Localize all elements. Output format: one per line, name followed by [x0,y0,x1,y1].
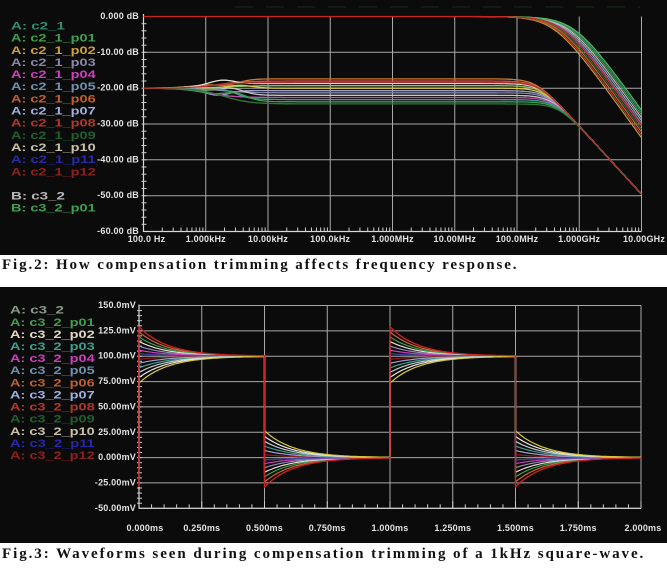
svg-text:1.000MHz: 1.000MHz [371,234,414,244]
svg-text:A: c3_2_p08: A: c3_2_p08 [10,402,95,414]
svg-text:2.000ms: 2.000ms [625,523,662,533]
svg-text:100.0mV: 100.0mV [98,351,136,361]
svg-text:0.500ms: 0.500ms [246,523,283,533]
svg-text:10.00kHz: 10.00kHz [248,234,288,244]
svg-text:A: c3_2_p01: A: c3_2_p01 [10,317,95,329]
svg-text:10.00MHz: 10.00MHz [433,234,476,244]
svg-text:A: c3_2_p04: A: c3_2_p04 [10,353,96,365]
svg-text:A: c3_2_p03: A: c3_2_p03 [10,341,95,353]
svg-text:1.000GHz: 1.000GHz [558,234,600,244]
svg-text:1.000ms: 1.000ms [372,523,409,533]
svg-text:1.250ms: 1.250ms [434,523,471,533]
svg-text:-30.00 dB: -30.00 dB [97,119,139,129]
svg-text:A: c3_2_p06: A: c3_2_p06 [10,377,95,389]
svg-text:150.0mV: 150.0mV [98,300,136,310]
svg-text:A: c3_2: A: c3_2 [10,305,64,317]
svg-text:0.000ms: 0.000ms [127,523,164,533]
svg-text:-40.00 dB: -40.00 dB [97,154,139,164]
svg-text:A: c3_2_p12: A: c3_2_p12 [10,450,95,462]
svg-text:A: c2_1_p11: A: c2_1_p11 [11,154,96,166]
svg-text:50.00mV: 50.00mV [98,401,136,411]
svg-text:B: c3_2_p01: B: c3_2_p01 [11,203,96,215]
svg-text:0.000mV: 0.000mV [98,452,136,462]
svg-text:A: c3_2_p10: A: c3_2_p10 [10,426,95,438]
svg-text:100.0kHz: 100.0kHz [310,234,350,244]
svg-text:A: c3_2_p07: A: c3_2_p07 [10,390,95,402]
svg-text:A: c2_1_p12: A: c2_1_p12 [11,166,96,178]
svg-text:A: c3_2_p02: A: c3_2_p02 [10,329,95,341]
svg-text:A: c2_1_p10: A: c2_1_p10 [11,142,96,154]
svg-text:125.0mV: 125.0mV [98,325,136,335]
svg-text:A: c2_1_p06: A: c2_1_p06 [11,93,96,105]
svg-text:-20.00 dB: -20.00 dB [97,83,139,93]
svg-text:-50.00 dB: -50.00 dB [97,190,139,200]
svg-text:0.750ms: 0.750ms [309,523,346,533]
svg-text:A: c2_1_p04: A: c2_1_p04 [11,69,97,81]
svg-text:100.0 Hz: 100.0 Hz [128,234,166,244]
svg-text:1.000kHz: 1.000kHz [186,234,226,244]
svg-text:A: c2_1_p03: A: c2_1_p03 [11,57,96,69]
svg-text:-60.00 dB: -60.00 dB [97,226,139,236]
svg-text:A: c2_1_p07: A: c2_1_p07 [11,106,96,118]
svg-text:0.000 dB: 0.000 dB [100,11,139,21]
svg-text:25.00mV: 25.00mV [98,427,136,437]
svg-text:A: c3_2_p09: A: c3_2_p09 [10,414,95,426]
svg-text:75.00mV: 75.00mV [98,376,136,386]
svg-text:A: c2_1: A: c2_1 [11,21,65,33]
svg-text:0.250ms: 0.250ms [183,523,220,533]
svg-text:-25.00mV: -25.00mV [95,477,136,487]
svg-text:A: c3_2_p11: A: c3_2_p11 [10,438,95,450]
svg-text:A: c2_1_p01: A: c2_1_p01 [11,33,96,45]
svg-text:1.750ms: 1.750ms [560,523,597,533]
svg-text:A: c2_1_p02: A: c2_1_p02 [11,45,96,57]
svg-text:100.0MHz: 100.0MHz [496,234,539,244]
svg-text:A: c2_1_p05: A: c2_1_p05 [11,81,96,93]
svg-text:-50.00mV: -50.00mV [95,503,136,513]
svg-text:B: c3_2: B: c3_2 [11,190,65,202]
svg-text:A: c3_2_p05: A: c3_2_p05 [10,365,95,377]
svg-text:-10.00 dB: -10.00 dB [97,47,139,57]
svg-text:A: c2_1_p09: A: c2_1_p09 [11,130,96,142]
svg-text:1.500ms: 1.500ms [497,523,534,533]
svg-text:10.00GHz: 10.00GHz [623,234,665,244]
svg-text:A: c2_1_p08: A: c2_1_p08 [11,118,96,130]
